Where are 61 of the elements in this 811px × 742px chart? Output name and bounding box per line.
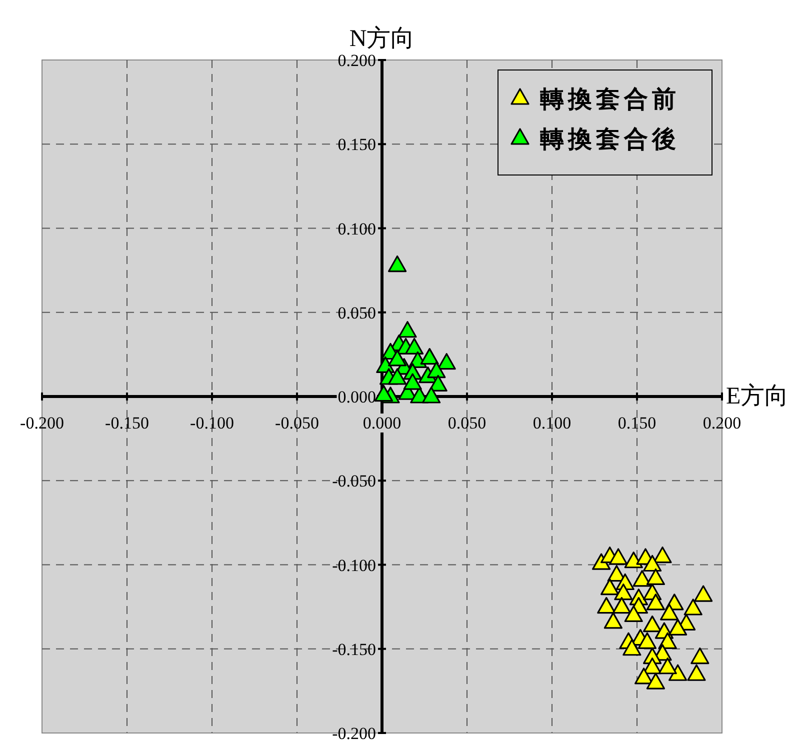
point bbox=[632, 570, 652, 587]
y-tick-label: 0.200 bbox=[338, 51, 376, 70]
x-axis-title: E方向 bbox=[726, 382, 789, 410]
point bbox=[684, 598, 702, 616]
point bbox=[638, 632, 656, 649]
point bbox=[668, 618, 688, 636]
point bbox=[612, 597, 631, 614]
point bbox=[646, 672, 665, 690]
x-tick-label: 0.150 bbox=[618, 414, 656, 432]
point bbox=[388, 255, 407, 272]
point bbox=[388, 368, 407, 385]
point bbox=[420, 348, 439, 365]
point bbox=[374, 385, 393, 402]
point bbox=[646, 568, 665, 586]
point bbox=[643, 616, 662, 632]
point bbox=[600, 578, 620, 596]
y-tick-label: -0.050 bbox=[332, 472, 376, 491]
point bbox=[597, 597, 616, 614]
x-tick-label: 0.200 bbox=[702, 414, 742, 432]
x-tick-label: 0.100 bbox=[532, 414, 572, 432]
y-tick-label: -0.100 bbox=[332, 556, 376, 575]
point bbox=[428, 374, 448, 392]
x-tick-label: -0.200 bbox=[20, 414, 64, 432]
point bbox=[687, 664, 706, 681]
point bbox=[622, 639, 642, 656]
point bbox=[422, 386, 441, 404]
point bbox=[660, 604, 679, 620]
y-tick-label: 0.100 bbox=[338, 219, 376, 238]
point bbox=[646, 594, 665, 610]
point bbox=[634, 668, 654, 684]
y-axis-title: N方向 bbox=[349, 25, 415, 52]
point bbox=[658, 632, 677, 649]
point bbox=[624, 605, 643, 622]
point bbox=[388, 350, 407, 366]
y-tick-label: 0.000 bbox=[338, 388, 376, 406]
y-tick-label: 0.150 bbox=[338, 135, 376, 154]
point bbox=[604, 612, 622, 629]
point bbox=[609, 548, 628, 565]
point bbox=[643, 554, 662, 572]
point bbox=[690, 647, 710, 664]
x-tick-label: 0.050 bbox=[448, 414, 486, 432]
x-tick-label: -0.050 bbox=[275, 414, 319, 432]
point bbox=[427, 361, 446, 378]
point bbox=[668, 664, 688, 681]
point bbox=[437, 353, 456, 370]
y-tick-label: -0.200 bbox=[332, 724, 376, 742]
x-tick-label: -0.100 bbox=[190, 414, 234, 432]
legend-label: 轉換套合後 bbox=[539, 126, 680, 153]
y-tick-label: -0.150 bbox=[332, 640, 376, 659]
point bbox=[403, 373, 422, 390]
point bbox=[653, 546, 672, 564]
point bbox=[614, 584, 633, 600]
point bbox=[624, 552, 643, 568]
x-tick-label: 0.000 bbox=[362, 414, 402, 432]
point bbox=[658, 658, 677, 674]
x-tick-label: -0.150 bbox=[105, 414, 149, 432]
point bbox=[398, 321, 417, 338]
y-tick-label: 0.050 bbox=[338, 303, 376, 322]
point bbox=[405, 338, 424, 355]
legend-label: 轉換套合前 bbox=[539, 86, 680, 113]
point bbox=[694, 585, 713, 602]
